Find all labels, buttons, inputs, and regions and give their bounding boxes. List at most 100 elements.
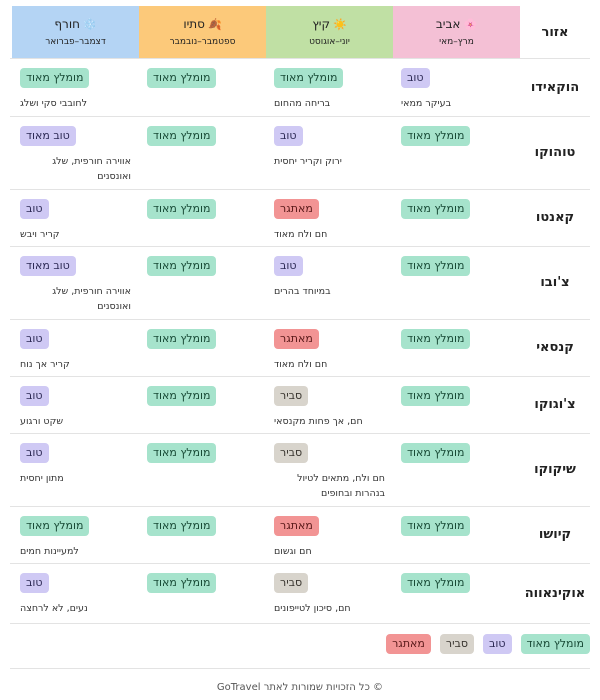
region-name: טוהוקו xyxy=(534,145,576,160)
season-cell: מומלץ מאוד xyxy=(139,58,266,116)
row-divider xyxy=(10,376,590,377)
season-cell: טוב במיוחד בהרים xyxy=(266,246,393,319)
season-cell: מומלץ מאוד xyxy=(393,246,520,319)
season-cell: טוב מאוד אווירה חורפית, שלג ואונסנים xyxy=(12,116,139,189)
season-note: ירוק וקריר יחסית xyxy=(274,156,342,167)
season-cell: מומלץ מאוד לחובבי סקי ושלג xyxy=(12,58,139,116)
rating-badge: טוב xyxy=(20,329,49,349)
season-note: בעיקר ממאי xyxy=(401,98,452,109)
season-cell: מומלץ מאוד למעיינות חמים xyxy=(12,506,139,563)
region-name: צ'וגוקו xyxy=(534,397,576,412)
season-note: שקט ורגוע xyxy=(20,416,64,427)
rating-badge: מומלץ מאוד xyxy=(147,386,217,406)
season-note: למעיינות חמים xyxy=(20,546,79,557)
legend-ok-badge: סביר xyxy=(439,634,475,654)
region-name: קאנטו xyxy=(535,210,575,225)
season-cell: מומלץ מאוד xyxy=(393,319,520,376)
rating-badge: מומלץ מאוד xyxy=(147,329,217,349)
season-cell: טוב נעים, לא לרחצה xyxy=(12,563,139,623)
sun-icon: ☀️ xyxy=(332,18,347,31)
rating-badge: טוב xyxy=(274,256,303,276)
rating-badge: מומלץ מאוד xyxy=(401,256,471,276)
rating-badge: מומלץ מאוד xyxy=(147,199,217,219)
legend-good-badge: טוב xyxy=(483,634,512,654)
season-cell: מומלץ מאוד xyxy=(393,433,520,506)
rating-badge: מאתגר xyxy=(274,199,319,219)
rating-badge: טוב xyxy=(20,386,49,406)
season-cell: טוב קריר אך נוח xyxy=(12,319,139,376)
region-name: שיקוקו xyxy=(534,462,576,477)
season-cell: טוב שקט ורגוע xyxy=(12,376,139,433)
row-divider xyxy=(10,116,590,117)
rating-badge: טוב xyxy=(20,199,49,219)
season-note: חם, סיכון לטייפונים xyxy=(274,603,351,614)
season-cell: מומלץ מאוד xyxy=(139,189,266,246)
table-row: קנסאי מומלץ מאוד מאתגר חם ולח מאוד מומלץ מאו… xyxy=(10,319,590,376)
rating-badge: סביר xyxy=(274,443,309,463)
season-note: קריר אך נוח xyxy=(20,359,70,370)
season-cell: סביר חם, אך פחות מקנסאי xyxy=(266,376,393,433)
row-divider xyxy=(10,563,590,564)
table-row: צ'ובו מומלץ מאוד טוב במיוחד בהרים מומלץ מאוד… xyxy=(10,246,590,319)
table-row: שיקוקו מומלץ מאוד סביר חם ולח, מתאים לטיול … xyxy=(10,433,590,506)
row-divider xyxy=(10,189,590,190)
season-note: בריחה מהחום xyxy=(274,98,331,109)
table-row: אוקינאווה מומלץ מאוד סביר חם, סיכון לטייפונ… xyxy=(10,563,590,623)
season-name: אביב xyxy=(435,17,461,31)
footer-divider xyxy=(10,668,590,669)
row-divider xyxy=(10,246,590,247)
region-name: צ'ובו xyxy=(540,275,570,290)
rating-badge: מומלץ מאוד xyxy=(401,443,471,463)
season-cell: מומלץ מאוד xyxy=(139,116,266,189)
rating-badge: מומלץ מאוד xyxy=(147,443,217,463)
rating-badge: מומלץ מאוד xyxy=(401,199,471,219)
table-row: קיושו מומלץ מאוד מאתגר חם וגשום מומלץ מאוד מו… xyxy=(10,506,590,563)
rating-badge: מומלץ מאוד xyxy=(147,68,217,88)
legend: מומלץ מאוד טוב סביר מאתגר xyxy=(386,634,590,654)
season-months: דצמבר–פברואר xyxy=(45,37,106,47)
rating-badge: טוב xyxy=(274,126,303,146)
season-cell: מומלץ מאוד xyxy=(393,189,520,246)
season-name: סתיו xyxy=(183,17,205,31)
season-note: חם ולח מאוד xyxy=(274,359,328,370)
season-header-spring: 🌸אביב מרץ–מאי xyxy=(393,6,520,58)
rating-badge: מומלץ מאוד xyxy=(147,573,217,593)
legend-challenging-badge: מאתגר xyxy=(386,634,431,654)
season-cell: מומלץ מאוד xyxy=(139,246,266,319)
leaf-icon: 🍂 xyxy=(207,18,222,31)
rating-badge: מומלץ מאוד xyxy=(401,386,471,406)
region-name: אוקינאווה xyxy=(524,585,586,601)
season-note: אווירה חורפית, שלג ואונסנים xyxy=(52,156,131,182)
region-column-header: אזור xyxy=(541,24,569,40)
table-row: טוהוקו מומלץ מאוד טוב ירוק וקריר יחסית מומלץ… xyxy=(10,116,590,189)
rating-badge: מומלץ מאוד xyxy=(401,126,471,146)
row-divider xyxy=(10,623,590,624)
season-note: במיוחד בהרים xyxy=(274,286,331,297)
rating-badge: מומלץ מאוד xyxy=(401,329,471,349)
season-cell: מומלץ מאוד xyxy=(393,563,520,623)
season-cell: מומלץ מאוד בריחה מהחום xyxy=(266,58,393,116)
season-note: חם ולח מאוד xyxy=(274,229,328,240)
season-note: חם וגשום xyxy=(274,546,312,557)
season-cell: מאתגר חם וגשום xyxy=(266,506,393,563)
row-divider xyxy=(10,319,590,320)
season-cell: מומלץ מאוד xyxy=(139,563,266,623)
season-cell: מאתגר חם ולח מאוד xyxy=(266,189,393,246)
season-cell: טוב קריר ויבש xyxy=(12,189,139,246)
row-divider xyxy=(10,506,590,507)
header-divider xyxy=(10,58,590,59)
rating-badge: טוב xyxy=(20,443,49,463)
season-cell: טוב מתון יחסית xyxy=(12,433,139,506)
rating-badge: סביר xyxy=(274,573,309,593)
season-cell: מאתגר חם ולח מאוד xyxy=(266,319,393,376)
rating-badge: מומלץ מאוד xyxy=(147,516,217,536)
copyright-footer: © כל הזכויות שמורות לאתר GoTravel xyxy=(216,682,384,693)
legend-recommended-badge: מומלץ מאוד xyxy=(520,634,590,654)
table-row: קאנטו מומלץ מאוד מאתגר חם ולח מאוד מומלץ מאו… xyxy=(10,189,590,246)
region-name: קנסאי xyxy=(536,340,574,355)
season-header-summer: ☀️קיץ יוני–אוגוסט xyxy=(266,6,393,58)
season-cell: טוב ירוק וקריר יחסית xyxy=(266,116,393,189)
season-months: ספטמבר–נובמבר xyxy=(169,37,236,47)
season-cell: טוב בעיקר ממאי xyxy=(393,58,520,116)
